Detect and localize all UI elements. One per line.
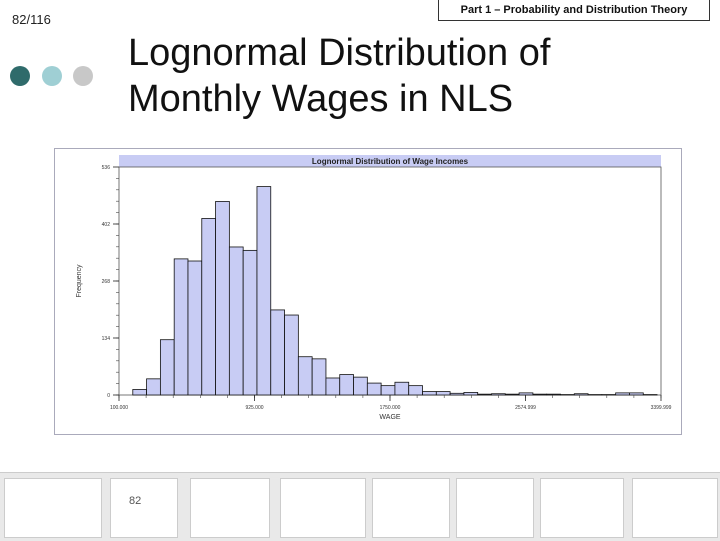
slide-thumbnail[interactable]: 82 bbox=[110, 478, 178, 538]
x-tick-label: 3399.999 bbox=[651, 405, 672, 411]
slide-thumbnail[interactable] bbox=[456, 478, 534, 538]
histogram-bar bbox=[326, 378, 340, 395]
slide-title: Lognormal Distribution of Monthly Wages … bbox=[128, 30, 550, 122]
histogram-bar bbox=[464, 392, 478, 395]
y-tick-label: 134 bbox=[102, 336, 111, 342]
histogram-svg: 0 134 268 402 536 100.000 925.000 1750.000 2574.… bbox=[55, 149, 681, 434]
histogram-bar bbox=[202, 218, 216, 395]
x-tick-label: 100.000 bbox=[110, 405, 128, 411]
histogram-bar bbox=[574, 394, 588, 395]
histogram-bar bbox=[354, 377, 368, 395]
thumbnail-number: 82 bbox=[129, 495, 141, 507]
slide-thumbnail[interactable] bbox=[540, 478, 624, 538]
histogram-bar bbox=[409, 386, 423, 395]
title-line-2: Monthly Wages in NLS bbox=[128, 76, 550, 122]
histogram-bar bbox=[160, 340, 174, 395]
y-tick-label: 536 bbox=[102, 165, 111, 171]
dot-icon bbox=[42, 66, 62, 86]
histogram-bar bbox=[229, 247, 243, 395]
x-tick-label: 925.000 bbox=[245, 405, 263, 411]
histogram-bar bbox=[395, 382, 409, 395]
slide-thumbnail[interactable] bbox=[632, 478, 718, 538]
topic-banner: Part 1 – Probability and Distribution Th… bbox=[438, 0, 710, 21]
page-number: 82/116 bbox=[12, 12, 51, 27]
slide-thumbnail[interactable] bbox=[4, 478, 102, 538]
histogram-bar bbox=[519, 393, 533, 395]
histogram-bar bbox=[216, 201, 230, 395]
y-tick-label: 268 bbox=[102, 279, 111, 285]
y-tick-label: 402 bbox=[102, 222, 111, 228]
histogram-bar bbox=[423, 392, 437, 395]
histogram-bar bbox=[450, 393, 464, 395]
histogram-bar bbox=[629, 393, 643, 395]
y-axis-label: Frequency bbox=[76, 264, 83, 298]
y-tick-label: 0 bbox=[107, 393, 110, 399]
histogram-bar bbox=[340, 375, 354, 395]
slide-thumbnail[interactable] bbox=[280, 478, 366, 538]
histogram-bar bbox=[616, 393, 630, 395]
x-tick-label: 2574.999 bbox=[515, 405, 536, 411]
histogram-bar bbox=[436, 392, 450, 395]
histogram-bar bbox=[257, 187, 271, 395]
histogram-bar bbox=[547, 394, 561, 395]
slide-thumbnail[interactable] bbox=[372, 478, 450, 538]
dot-icon bbox=[10, 66, 30, 86]
histogram-bar bbox=[271, 310, 285, 395]
histogram-bar bbox=[478, 394, 492, 395]
histogram-bar bbox=[492, 394, 506, 395]
dot-icon bbox=[73, 66, 93, 86]
histogram-bar bbox=[188, 261, 202, 395]
slide-thumbnail[interactable] bbox=[190, 478, 270, 538]
histogram-bar bbox=[367, 383, 381, 395]
x-axis-label: WAGE bbox=[379, 414, 400, 421]
histogram-bar bbox=[147, 379, 161, 395]
histogram-bar bbox=[174, 259, 188, 395]
histogram-bar bbox=[533, 394, 547, 395]
histogram-bar bbox=[133, 389, 147, 395]
histogram-bar bbox=[243, 250, 257, 395]
title-line-1: Lognormal Distribution of bbox=[128, 30, 550, 76]
chart-title: Lognormal Distribution of Wage Incomes bbox=[312, 157, 469, 166]
histogram-bar bbox=[312, 359, 326, 395]
histogram-bar bbox=[285, 315, 299, 395]
x-tick-label: 1750.000 bbox=[380, 405, 401, 411]
histogram-chart: 0 134 268 402 536 100.000 925.000 1750.000 2574.… bbox=[54, 148, 682, 435]
histogram-bar bbox=[298, 357, 312, 395]
histogram-bar bbox=[381, 386, 395, 395]
histogram-bar bbox=[505, 394, 519, 395]
